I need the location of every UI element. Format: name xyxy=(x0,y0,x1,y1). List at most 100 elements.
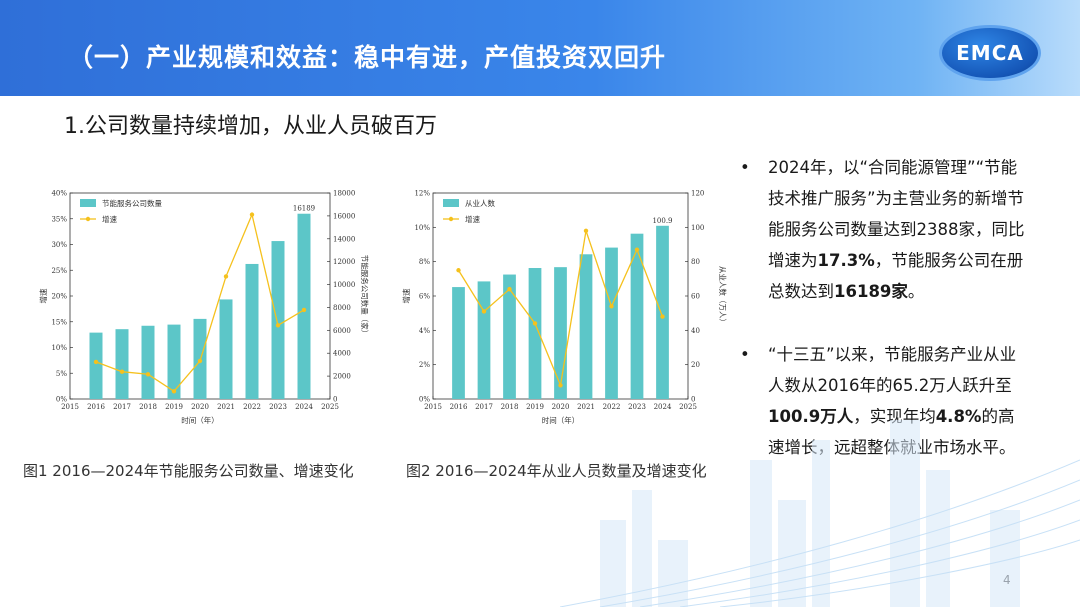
x-tick-label: 2016 xyxy=(87,403,105,411)
right-tick-label: 18000 xyxy=(333,190,355,198)
section-subtitle: 1.公司数量持续增加，从业人员破百万 xyxy=(64,114,437,139)
legend-bar-label: 从业人数 xyxy=(465,198,495,208)
bullet-text: ，节能服务公司在册总数达到 xyxy=(768,251,1024,301)
bullet-text: “十三五”以来，节能服务产业从业人数从2016年的65.2万人跃升至 xyxy=(768,345,1017,395)
growth-point xyxy=(249,212,255,217)
bar xyxy=(656,225,669,399)
right-tick-label: 20 xyxy=(691,361,700,369)
bar xyxy=(477,281,491,399)
growth-point xyxy=(145,372,151,377)
growth-point xyxy=(660,314,665,319)
growth-point xyxy=(583,228,589,233)
left-tick-label: 25% xyxy=(51,267,67,275)
growth-point xyxy=(609,304,614,309)
bullet-text: 。 xyxy=(907,282,925,301)
growth-point xyxy=(456,268,461,273)
right-tick-label: 0 xyxy=(333,396,337,404)
right-tick-label: 40 xyxy=(691,327,700,335)
left-axis-title: 增速 xyxy=(401,288,411,303)
bar xyxy=(579,254,593,399)
right-tick-label: 6000 xyxy=(333,327,351,335)
right-tick-label: 80 xyxy=(691,258,700,266)
x-tick-label: 2017 xyxy=(113,403,131,411)
x-tick-label: 2025 xyxy=(321,403,339,411)
bar xyxy=(503,274,516,399)
growth-point xyxy=(223,274,229,279)
growth-point xyxy=(171,389,177,394)
growth-point xyxy=(532,321,538,326)
x-tick-label: 2020 xyxy=(191,403,209,411)
x-tick-label: 2020 xyxy=(552,403,570,411)
left-tick-label: 2% xyxy=(419,361,430,369)
bar-data-label: 100.9 xyxy=(652,217,672,225)
legend-line-marker xyxy=(85,216,91,222)
left-tick-label: 10% xyxy=(414,224,430,232)
header-banner: （一）产业规模和效益：稳中有进，产值投资双回升 EMCA xyxy=(0,0,1080,96)
left-tick-label: 20% xyxy=(51,293,67,301)
x-tick-label: 2021 xyxy=(577,403,595,411)
x-tick-label: 2019 xyxy=(165,403,183,411)
bar xyxy=(271,241,285,399)
bullet-dot-icon: • xyxy=(740,345,750,364)
right-axis-title: 从业人数（万人） xyxy=(718,266,728,326)
x-tick-label: 2015 xyxy=(61,403,79,411)
bar xyxy=(141,325,155,399)
bullet-dot-icon: • xyxy=(740,158,750,177)
bar xyxy=(452,287,465,399)
x-tick-label: 2017 xyxy=(475,403,493,411)
left-tick-label: 30% xyxy=(51,241,67,249)
left-tick-label: 6% xyxy=(419,293,430,301)
bar xyxy=(528,268,542,399)
x-tick-label: 2016 xyxy=(450,403,468,411)
x-tick-label: 2024 xyxy=(295,403,313,411)
right-tick-label: 100 xyxy=(691,224,704,232)
left-tick-label: 8% xyxy=(419,258,430,266)
left-tick-label: 35% xyxy=(51,215,67,223)
bar xyxy=(219,299,233,399)
emca-logo: EMCA xyxy=(939,25,1041,81)
bullet-highlight: 100.9万人 xyxy=(768,407,854,426)
page-number: 4 xyxy=(1003,573,1011,587)
left-tick-label: 12% xyxy=(414,190,430,198)
x-tick-label: 2022 xyxy=(603,403,621,411)
bullet-highlight: 16189家 xyxy=(834,282,908,301)
growth-point xyxy=(197,358,203,364)
legend-line-marker xyxy=(448,216,454,222)
legend-line-label: 增速 xyxy=(102,214,117,224)
bullet-text: 2024年，以“合同能源管理”“节能技术推广服务”为主营业务的新增节能服务公司数… xyxy=(768,158,1025,270)
x-axis-title: 时间（年） xyxy=(181,415,219,425)
legend-bar-swatch xyxy=(443,199,459,207)
figure2-caption: 图2 2016—2024年从业人员数量及增速变化 xyxy=(406,462,707,480)
left-tick-label: 15% xyxy=(51,318,67,326)
decorative-city-background xyxy=(560,420,1080,607)
bar xyxy=(554,267,567,399)
left-tick-label: 10% xyxy=(51,344,67,352)
bullet-item: • 2024年，以“合同能源管理”“节能技术推广服务”为主营业务的新增节能服务公… xyxy=(740,152,1030,307)
chart-company-count: 0% 5% 10% 15% 20% 25% 30% 35% 40% 0 2000 4000 6000 80… xyxy=(38,190,370,426)
growth-point xyxy=(507,286,512,292)
right-tick-label: 4000 xyxy=(333,350,351,358)
right-axis-title: 节能服务公司数量（家） xyxy=(360,255,370,338)
x-tick-label: 2025 xyxy=(679,403,697,411)
left-tick-label: 0% xyxy=(419,396,430,404)
right-tick-label: 12000 xyxy=(333,258,355,266)
bar xyxy=(245,263,259,399)
legend-bar-label: 节能服务公司数量 xyxy=(102,198,162,208)
left-tick-label: 5% xyxy=(56,370,67,378)
bar xyxy=(167,324,181,399)
growth-point xyxy=(634,247,640,252)
x-tick-label: 2023 xyxy=(269,403,287,411)
left-tick-label: 40% xyxy=(51,190,67,198)
bar xyxy=(630,233,644,399)
left-tick-label: 4% xyxy=(419,327,430,335)
legend-line-label: 增速 xyxy=(465,214,480,224)
growth-point xyxy=(481,309,487,314)
right-tick-label: 8000 xyxy=(333,304,351,312)
x-tick-label: 2018 xyxy=(139,403,157,411)
bullet-highlight: 4.8% xyxy=(935,407,982,426)
page-title: （一）产业规模和效益：稳中有进，产值投资双回升 xyxy=(68,43,667,72)
growth-point xyxy=(119,369,125,374)
x-tick-label: 2023 xyxy=(628,403,646,411)
right-tick-label: 120 xyxy=(691,190,704,198)
x-tick-label: 2024 xyxy=(654,403,672,411)
